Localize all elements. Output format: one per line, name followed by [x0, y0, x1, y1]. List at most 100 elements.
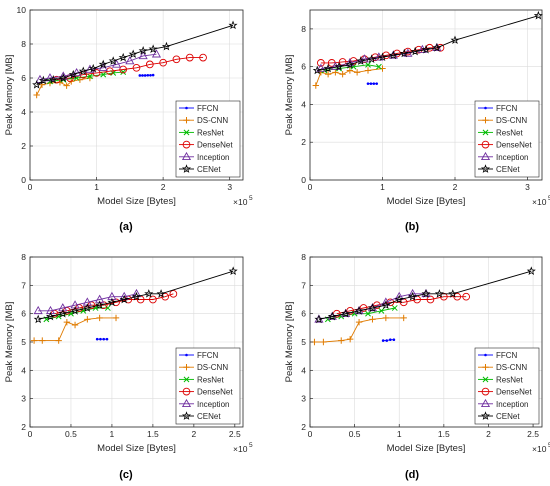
x-tick-label: 1.5	[147, 429, 159, 439]
data-point	[377, 52, 388, 62]
data-point	[30, 337, 38, 344]
legend-item: ResNet	[478, 375, 523, 384]
data-point	[149, 73, 152, 77]
y-tick-label: 4	[301, 99, 306, 109]
legend-label: CENet	[197, 412, 221, 421]
x-tick-label: 0.5	[349, 429, 361, 439]
legend-label: DenseNet	[496, 388, 532, 397]
data-point	[70, 306, 80, 315]
data-point	[354, 306, 364, 315]
data-point	[332, 69, 339, 76]
data-point	[439, 292, 448, 301]
data-point	[345, 60, 355, 69]
legend-item: FFCN	[478, 351, 518, 360]
data-point	[112, 314, 120, 322]
data-point	[228, 266, 238, 276]
y-tick-label: 2	[21, 141, 26, 151]
series-ffcn	[366, 82, 379, 85]
x-multiplier-exponent: 5	[249, 195, 253, 202]
data-point	[372, 82, 376, 85]
axes-frame	[309, 9, 543, 181]
data-point	[120, 69, 127, 75]
data-point	[408, 291, 418, 301]
x-tick-label: 2	[486, 429, 491, 439]
legend-swatch-marker	[183, 129, 190, 136]
data-point	[339, 71, 346, 78]
x-tick-label: 2	[191, 429, 196, 439]
legend-label: DS-CNN	[496, 116, 527, 125]
legend-item: ResNet	[179, 375, 224, 384]
legend-item: DS-CNN	[179, 363, 228, 372]
legend-item: CENet	[179, 164, 221, 174]
legend-swatch-marker	[484, 353, 487, 357]
y-tick-label: 8	[301, 252, 306, 262]
legend-swatch-marker	[181, 151, 192, 161]
data-point	[375, 82, 379, 85]
legend-item: FFCN	[179, 351, 219, 360]
series-ffcn	[138, 73, 155, 77]
x-tick-label: 2.5	[527, 429, 539, 439]
legend-label: DenseNet	[197, 388, 233, 397]
x-tick-label: 0	[28, 182, 33, 192]
data-point	[367, 54, 377, 63]
data-point	[410, 46, 420, 56]
legend-label: FFCN	[496, 351, 518, 360]
data-point	[151, 73, 155, 77]
data-point	[345, 57, 355, 67]
x-multiplier: ×10	[233, 197, 248, 207]
data-point	[125, 56, 135, 65]
data-point	[63, 318, 71, 326]
y-axis-label: Peak Memory [MB]	[284, 302, 295, 383]
data-point	[33, 91, 40, 99]
legend-label: DS-CNN	[197, 363, 228, 372]
axes-frame	[29, 9, 244, 181]
data-point	[96, 314, 103, 322]
data-point	[312, 65, 322, 75]
data-point	[365, 310, 371, 317]
series-line	[54, 293, 174, 315]
legend-swatch-marker	[183, 117, 190, 124]
legend-swatch-marker	[484, 106, 487, 110]
y-tick-label: 4	[21, 107, 26, 117]
series-line	[336, 296, 467, 315]
legend-swatch-marker	[181, 164, 192, 173]
legend-label: ResNet	[197, 375, 224, 384]
data-point	[138, 74, 142, 77]
y-axis-label: Peak Memory [MB]	[284, 55, 295, 136]
legend-swatch-marker	[480, 411, 491, 420]
series-cenet	[33, 266, 238, 324]
legend-label: ResNet	[197, 128, 224, 137]
x-tick-label: 2.5	[229, 429, 241, 439]
y-tick-label: 2	[21, 422, 26, 432]
legend-swatch-marker	[480, 398, 491, 408]
series-ds-cnn	[30, 314, 120, 344]
data-point	[119, 294, 129, 304]
data-point	[78, 66, 88, 76]
data-point	[148, 44, 158, 53]
x-axis-label: Model Size [Bytes]	[387, 443, 466, 454]
x-tick-label: 1	[110, 429, 115, 439]
chart-panel-2: 0 1 2 3 0 2 4 6 8 ×10 5 Model Size [Bytes] Peak Memo…	[284, 9, 550, 233]
x-tick-label: 3	[227, 182, 232, 192]
data-point	[105, 337, 109, 341]
data-point	[99, 337, 102, 341]
y-tick-label: 7	[301, 280, 306, 290]
legend-label: FFCN	[496, 104, 518, 113]
y-tick-label: 8	[21, 39, 26, 49]
x-multiplier: ×10	[532, 444, 547, 454]
legend-item: ResNet	[478, 128, 523, 137]
data-point	[316, 63, 326, 72]
data-point	[84, 316, 91, 323]
data-point	[33, 305, 43, 315]
series-line	[56, 57, 204, 81]
legend-swatch-marker	[481, 387, 490, 396]
legend: FFCN DS-CNN ResNet DenseNet Inception CENet	[175, 100, 241, 178]
legend-item: DS-CNN	[478, 116, 527, 125]
data-point	[369, 82, 373, 85]
legend-item: Inception	[478, 151, 528, 162]
x-axis-label: Model Size [Bytes]	[97, 443, 176, 454]
legend-label: DS-CNN	[197, 116, 228, 125]
data-point	[45, 73, 55, 82]
data-point	[382, 314, 390, 322]
